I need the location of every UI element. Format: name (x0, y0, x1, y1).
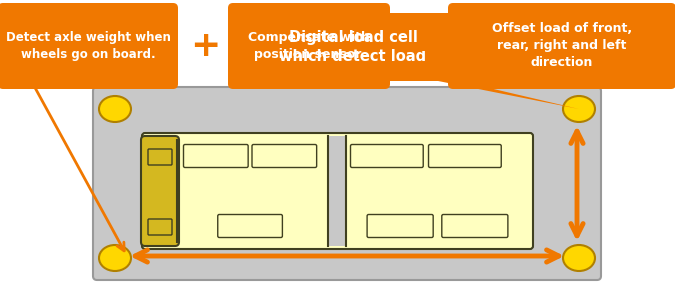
Text: Detect axle weight when
wheels go on board.: Detect axle weight when wheels go on boa… (5, 31, 170, 61)
FancyBboxPatch shape (218, 215, 282, 237)
FancyBboxPatch shape (442, 215, 508, 237)
FancyBboxPatch shape (448, 3, 675, 89)
FancyBboxPatch shape (148, 219, 172, 235)
FancyBboxPatch shape (350, 144, 423, 167)
Text: =: = (414, 29, 444, 63)
FancyBboxPatch shape (148, 149, 172, 165)
FancyBboxPatch shape (0, 3, 178, 89)
FancyBboxPatch shape (367, 215, 433, 237)
FancyBboxPatch shape (142, 133, 533, 249)
FancyBboxPatch shape (252, 144, 317, 167)
Polygon shape (413, 76, 579, 109)
FancyBboxPatch shape (184, 144, 248, 167)
Ellipse shape (563, 96, 595, 122)
Text: +: + (190, 29, 220, 63)
Ellipse shape (563, 245, 595, 271)
FancyBboxPatch shape (141, 136, 179, 246)
Text: Compensate with
position sensor.: Compensate with position sensor. (248, 31, 370, 61)
FancyBboxPatch shape (253, 13, 453, 81)
Bar (328, 136, 346, 246)
Ellipse shape (99, 96, 131, 122)
Text: Digital load cell
which detect load: Digital load cell which detect load (279, 29, 427, 64)
FancyBboxPatch shape (429, 144, 502, 167)
FancyBboxPatch shape (93, 87, 601, 280)
Text: Offset load of front,
rear, right and left
direction: Offset load of front, rear, right and le… (492, 23, 632, 70)
FancyBboxPatch shape (228, 3, 390, 89)
Ellipse shape (99, 245, 131, 271)
